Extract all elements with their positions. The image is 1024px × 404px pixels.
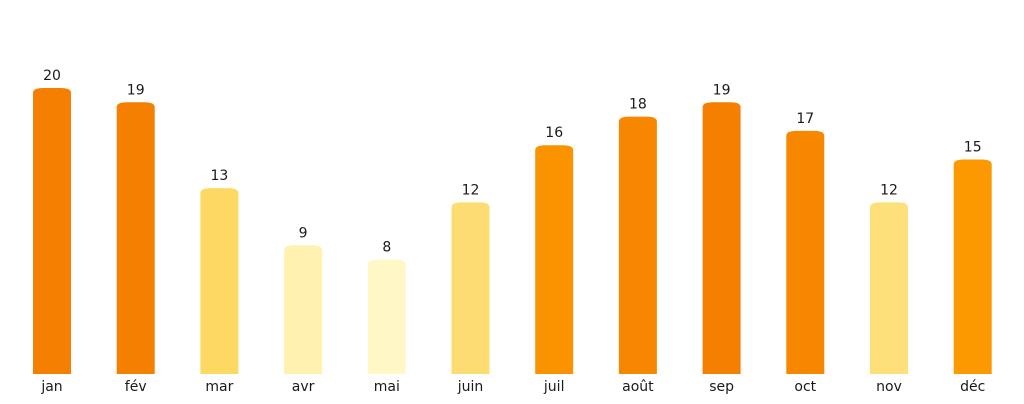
bar-oct (786, 130, 825, 374)
x-tick-label-sep: sep (709, 379, 734, 395)
x-tick-label-nov: nov (876, 379, 902, 395)
bar-sep (702, 102, 741, 375)
bar-avr (284, 245, 323, 374)
value-label-oct: 17 (796, 111, 814, 127)
bar-août (618, 116, 657, 374)
value-label-avr: 9 (299, 225, 308, 241)
value-label-juil: 16 (545, 125, 563, 141)
x-tick-label-oct: oct (794, 379, 816, 395)
bar-déc (953, 159, 992, 374)
x-tick-label-mar: mar (205, 379, 233, 395)
x-tick-label-juin: juin (457, 379, 484, 395)
bar-juil (535, 145, 574, 374)
bar-mai (367, 259, 406, 374)
x-axis-tick-labels: jan fév mar avr mai juin juil août sep oct nov déc (40, 379, 985, 395)
value-label-sep: 19 (713, 82, 731, 98)
x-tick-label-fév: fév (125, 379, 147, 395)
x-tick-label-juil: juil (543, 379, 565, 395)
value-label-mai: 8 (382, 240, 391, 256)
value-labels-group: 20 19 13 9 8 12 16 18 19 17 12 15 (43, 68, 982, 256)
bars-group (33, 88, 992, 375)
value-label-juin: 12 (462, 182, 480, 198)
bar-fév (116, 102, 155, 375)
x-tick-label-août: août (622, 379, 654, 395)
value-label-mar: 13 (210, 168, 228, 184)
x-tick-label-mai: mai (374, 379, 400, 395)
bar-jan (33, 88, 71, 374)
x-tick-label-jan: jan (40, 379, 62, 395)
bar-nov (870, 202, 908, 374)
bar-mar (200, 188, 239, 374)
value-label-nov: 12 (880, 182, 898, 198)
x-tick-label-déc: déc (960, 379, 985, 395)
value-label-jan: 20 (43, 68, 61, 84)
bar-juin (451, 202, 490, 374)
value-label-août: 18 (629, 97, 647, 113)
x-tick-label-avr: avr (292, 379, 315, 395)
value-label-déc: 15 (964, 140, 982, 156)
value-label-fév: 19 (127, 82, 145, 98)
